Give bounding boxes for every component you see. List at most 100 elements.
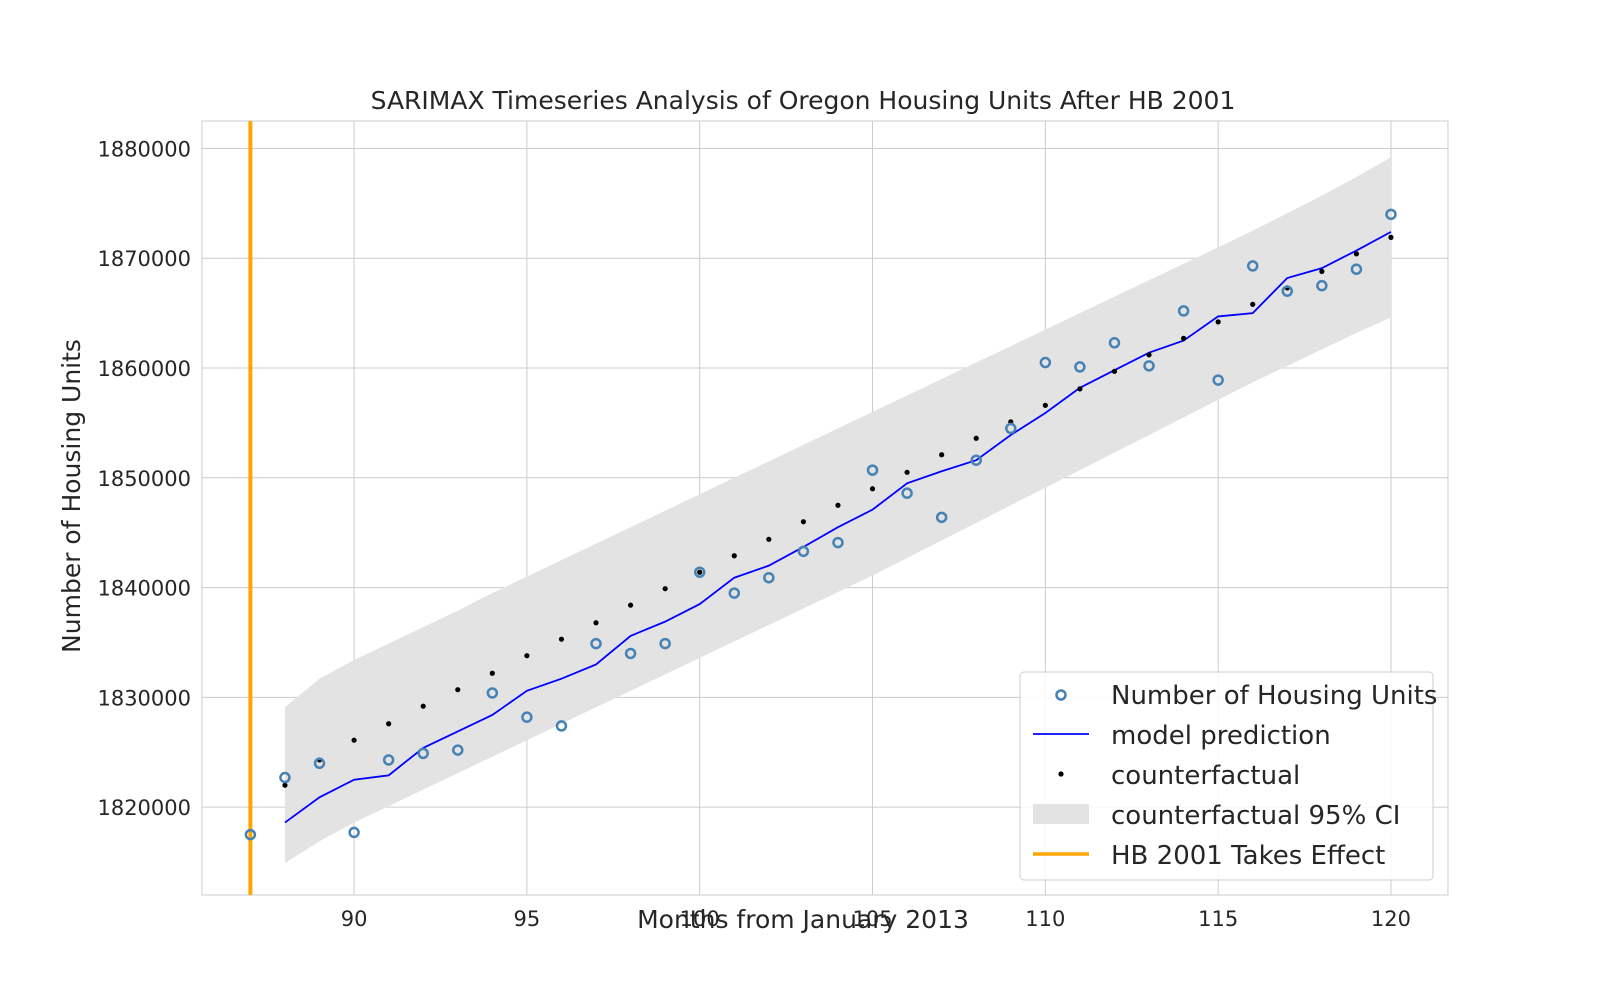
y-tick-label: 1850000 xyxy=(97,467,191,491)
y-tick-label: 1880000 xyxy=(97,137,191,161)
counterfactual-point xyxy=(1042,402,1048,408)
y-tick-label: 1860000 xyxy=(97,357,191,381)
x-tick-labels: 90 95 100 105 110 115 120 xyxy=(341,907,1411,931)
observed-point xyxy=(1039,356,1052,369)
observed-point xyxy=(1212,374,1224,386)
legend-marker-observed xyxy=(1055,689,1067,701)
y-axis-label: Number of Housing Units xyxy=(57,339,86,653)
counterfactual-point xyxy=(420,703,426,709)
x-tick-label: 120 xyxy=(1371,907,1411,931)
counterfactual-layer xyxy=(282,234,1394,788)
model-prediction-line xyxy=(284,231,1392,824)
ci-band xyxy=(284,157,1391,864)
counterfactual-point xyxy=(524,653,530,659)
counterfactual-point xyxy=(558,636,565,642)
counterfactual-point xyxy=(1250,301,1256,307)
x-tick-label: 90 xyxy=(341,907,368,931)
x-tick-label: 110 xyxy=(1025,907,1065,931)
observed-point xyxy=(935,511,948,524)
counterfactual-point xyxy=(1319,268,1325,275)
observed-point xyxy=(624,647,637,660)
legend-label-event-line: HB 2001 Takes Effect xyxy=(1111,841,1385,871)
chart-title: SARIMAX Timeseries Analysis of Oregon Ho… xyxy=(371,86,1236,115)
x-tick-label: 115 xyxy=(1198,907,1238,931)
counterfactual-point xyxy=(1388,234,1394,240)
observed-point xyxy=(832,536,844,549)
legend-frame xyxy=(1019,671,1434,881)
observed-point xyxy=(693,566,706,578)
observed-point xyxy=(1385,208,1397,221)
observed-points-layer xyxy=(244,208,1397,841)
counterfactual-point xyxy=(662,586,668,592)
counterfactual-point xyxy=(455,687,461,693)
x-tick-label: 100 xyxy=(680,907,720,931)
model-prediction-layer xyxy=(284,231,1392,824)
observed-point xyxy=(728,587,741,599)
observed-point xyxy=(1074,361,1086,373)
observed-point xyxy=(555,720,568,732)
counterfactual-point xyxy=(1180,335,1187,341)
observed-point xyxy=(313,757,326,770)
counterfactual-point xyxy=(973,435,979,441)
counterfactual-point xyxy=(835,502,841,508)
observed-point xyxy=(244,828,257,841)
observed-point xyxy=(521,711,533,723)
counterfactual-point xyxy=(351,737,357,743)
counterfactual-point xyxy=(1077,386,1083,392)
counterfactual-point xyxy=(1146,352,1152,358)
observed-point xyxy=(452,744,464,756)
legend-marker-ci-band xyxy=(1033,804,1089,824)
counterfactual-point xyxy=(766,536,772,542)
counterfactual-point xyxy=(627,602,634,608)
y-tick-label: 1820000 xyxy=(97,796,191,820)
observed-point xyxy=(417,747,429,760)
y-tick-label: 1830000 xyxy=(97,686,191,710)
x-tick-label: 105 xyxy=(852,907,892,931)
observed-point xyxy=(901,487,913,499)
observed-point xyxy=(1005,422,1017,435)
y-tick-label: 1840000 xyxy=(97,577,191,601)
observed-point xyxy=(866,464,879,476)
counterfactual-point xyxy=(1353,251,1360,257)
counterfactual-point xyxy=(697,569,703,575)
legend-label-counterfactual: counterfactual xyxy=(1111,761,1300,791)
observed-point xyxy=(763,571,775,584)
counterfactual-point xyxy=(731,553,737,559)
observed-point xyxy=(1177,305,1190,317)
y-tick-labels: 1820000 1830000 1840000 1850000 1860000 18700… xyxy=(97,137,191,820)
counterfactual-point xyxy=(1111,368,1118,374)
counterfactual-point xyxy=(939,452,945,458)
legend-label-ci-band: counterfactual 95% CI xyxy=(1111,801,1400,831)
plot-frame xyxy=(201,120,1449,896)
observed-point xyxy=(1316,279,1328,292)
legend: Number of Housing Units model prediction… xyxy=(1019,671,1437,881)
observed-point xyxy=(1108,337,1121,349)
observed-point xyxy=(382,754,395,766)
counterfactual-point xyxy=(489,670,495,676)
counterfactual-point xyxy=(386,721,392,727)
observed-point xyxy=(1246,260,1259,272)
observed-point xyxy=(279,771,291,784)
legend-marker-counterfactual xyxy=(1058,771,1064,777)
observed-point xyxy=(1281,285,1294,297)
observed-point xyxy=(970,454,982,466)
observed-point xyxy=(1143,360,1155,372)
observed-point xyxy=(486,687,499,699)
counterfactual-point xyxy=(869,486,876,492)
observed-point xyxy=(797,545,810,558)
legend-label-model-prediction: model prediction xyxy=(1111,721,1331,751)
x-axis-label: Months from January 2013 xyxy=(637,905,969,934)
observed-point xyxy=(348,826,360,839)
ci-band-layer xyxy=(284,157,1391,864)
counterfactual-point xyxy=(282,782,288,788)
counterfactual-point xyxy=(800,519,806,525)
observed-point xyxy=(659,637,671,650)
x-tick-label: 95 xyxy=(514,907,541,931)
counterfactual-point xyxy=(904,469,910,475)
observed-point xyxy=(590,637,602,650)
legend-label-observed: Number of Housing Units xyxy=(1111,681,1437,711)
counterfactual-point xyxy=(1215,319,1221,325)
observed-point xyxy=(1350,263,1363,275)
y-tick-label: 1870000 xyxy=(97,247,191,271)
